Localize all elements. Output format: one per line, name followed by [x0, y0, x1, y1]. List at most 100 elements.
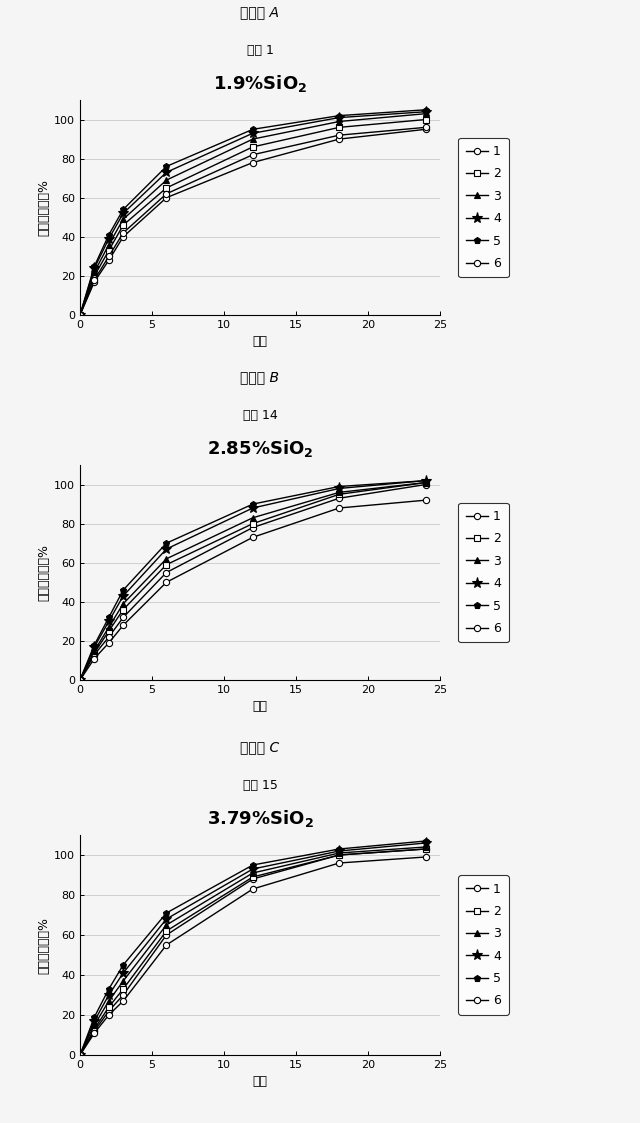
1	[335, 133, 343, 146]
3	[105, 994, 113, 1007]
6	[119, 619, 127, 632]
X-axis label: 時間: 時間	[253, 336, 268, 348]
6	[91, 1026, 99, 1040]
1	[119, 611, 127, 624]
1	[76, 674, 84, 687]
5	[422, 474, 429, 487]
3	[163, 173, 170, 186]
1	[91, 275, 99, 289]
4	[249, 127, 257, 140]
3	[105, 621, 113, 634]
3	[76, 1048, 84, 1061]
Line: 3: 3	[77, 110, 429, 319]
3	[76, 308, 84, 321]
3	[163, 553, 170, 566]
6	[163, 188, 170, 201]
2	[119, 218, 127, 231]
1	[249, 521, 257, 535]
4	[335, 111, 343, 125]
4	[335, 482, 343, 495]
1	[91, 1024, 99, 1038]
2	[105, 624, 113, 638]
3	[163, 919, 170, 932]
4	[91, 262, 99, 275]
5	[163, 906, 170, 920]
Line: 1: 1	[77, 482, 429, 683]
6	[335, 856, 343, 869]
1	[249, 873, 257, 886]
2	[105, 1001, 113, 1014]
4	[105, 614, 113, 628]
5	[119, 583, 127, 596]
6	[119, 226, 127, 239]
4	[163, 165, 170, 179]
Text: $\mathbf{1.9\% SiO_{2}}$: $\mathbf{1.9\% SiO_{2}}$	[213, 73, 307, 94]
2	[249, 870, 257, 884]
2	[335, 120, 343, 134]
4	[163, 542, 170, 556]
1	[119, 988, 127, 1002]
Line: 4: 4	[74, 107, 431, 320]
1	[422, 842, 429, 856]
Line: 2: 2	[77, 117, 429, 318]
2	[422, 842, 429, 856]
6	[163, 575, 170, 588]
6	[249, 883, 257, 896]
5	[119, 958, 127, 971]
4	[105, 988, 113, 1002]
2	[91, 646, 99, 659]
3	[422, 476, 429, 490]
4	[91, 640, 99, 654]
5	[249, 497, 257, 511]
1	[105, 254, 113, 267]
3	[335, 115, 343, 128]
2	[163, 558, 170, 572]
5	[105, 983, 113, 996]
5	[335, 109, 343, 122]
3	[119, 597, 127, 611]
Line: 5: 5	[77, 477, 429, 684]
4	[76, 674, 84, 687]
Line: 2: 2	[77, 480, 429, 683]
4	[422, 837, 429, 850]
2	[335, 848, 343, 861]
3	[91, 265, 99, 279]
2	[163, 181, 170, 194]
Text: 製剤 1: 製剤 1	[246, 44, 273, 57]
3	[119, 212, 127, 226]
5	[119, 203, 127, 217]
1	[91, 648, 99, 661]
6	[249, 148, 257, 162]
4	[163, 912, 170, 925]
3	[105, 238, 113, 252]
1	[335, 848, 343, 861]
Text: パネル A: パネル A	[241, 6, 280, 19]
3	[119, 975, 127, 988]
6	[91, 651, 99, 665]
6	[76, 1048, 84, 1061]
Line: 6: 6	[77, 497, 429, 683]
1	[163, 929, 170, 942]
5	[422, 103, 429, 117]
Y-axis label: 累積薬物放出%: 累積薬物放出%	[37, 916, 50, 974]
6	[76, 674, 84, 687]
2	[422, 112, 429, 126]
1	[422, 122, 429, 136]
4	[249, 501, 257, 514]
Y-axis label: 累積薬物放出%: 累積薬物放出%	[37, 544, 50, 601]
6	[335, 128, 343, 141]
2	[76, 1048, 84, 1061]
X-axis label: 時間: 時間	[253, 701, 268, 713]
3	[335, 847, 343, 860]
2	[91, 270, 99, 283]
1	[105, 630, 113, 643]
2	[119, 603, 127, 617]
Text: パネル B: パネル B	[241, 371, 280, 384]
X-axis label: 時間: 時間	[253, 1076, 268, 1088]
4	[335, 844, 343, 858]
Line: 6: 6	[77, 853, 429, 1058]
2	[422, 476, 429, 490]
6	[163, 938, 170, 951]
Line: 6: 6	[77, 125, 429, 318]
6	[249, 530, 257, 544]
